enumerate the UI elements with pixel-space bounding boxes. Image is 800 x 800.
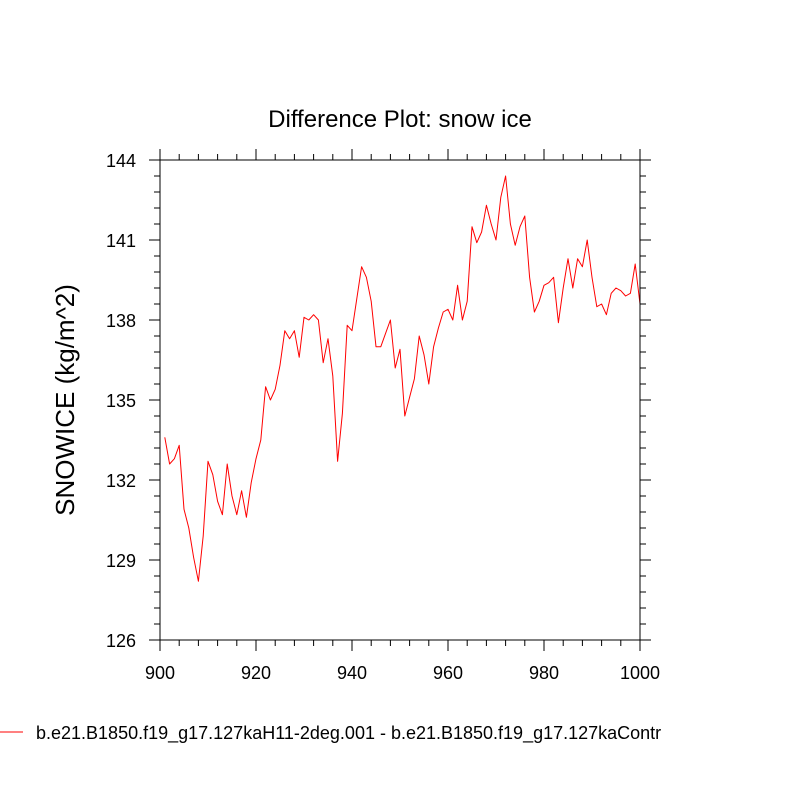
legend-entry: b.e21.B1850.f19_g17.127kaH11-2deg.001 - … bbox=[36, 723, 661, 744]
x-tick-label: 1000 bbox=[620, 663, 660, 683]
y-tick-label: 138 bbox=[106, 311, 136, 331]
series-line bbox=[164, 175, 641, 582]
x-tick-label: 900 bbox=[145, 663, 175, 683]
y-tick-label: 129 bbox=[106, 551, 136, 571]
axis-ticks bbox=[149, 149, 651, 651]
x-tick-label: 980 bbox=[529, 663, 559, 683]
x-tick-label: 960 bbox=[433, 663, 463, 683]
y-tick-label: 141 bbox=[106, 231, 136, 251]
axis-tick-labels: 900 920 940 960 980 1000 126 129 132 135 138 141 144 bbox=[106, 151, 660, 683]
y-tick-label: 135 bbox=[106, 391, 136, 411]
series-group bbox=[164, 175, 641, 582]
y-axis-label: SNOWICE (kg/m^2) bbox=[50, 284, 80, 516]
x-tick-label: 940 bbox=[337, 663, 367, 683]
x-tick-label: 920 bbox=[241, 663, 271, 683]
legend: b.e21.B1850.f19_g17.127kaH11-2deg.001 - … bbox=[0, 723, 661, 744]
y-tick-label: 132 bbox=[106, 471, 136, 491]
plot-frame bbox=[159, 159, 641, 641]
chart-title: Difference Plot: snow ice bbox=[268, 106, 532, 133]
y-tick-label: 144 bbox=[106, 151, 136, 171]
y-tick-label: 126 bbox=[106, 631, 136, 651]
